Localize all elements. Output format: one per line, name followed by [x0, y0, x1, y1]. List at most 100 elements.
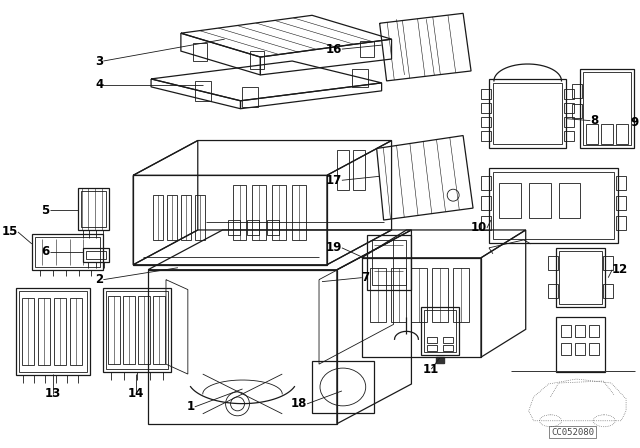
Bar: [580, 69, 634, 148]
Bar: [499, 183, 521, 218]
Bar: [248, 220, 259, 235]
Bar: [16, 288, 90, 375]
Bar: [548, 284, 557, 297]
Bar: [444, 337, 453, 343]
Bar: [616, 196, 626, 210]
Bar: [481, 103, 491, 113]
Bar: [444, 345, 453, 351]
Text: 19: 19: [326, 241, 342, 254]
Bar: [453, 268, 469, 323]
Bar: [370, 268, 385, 323]
Bar: [81, 191, 106, 227]
Bar: [372, 240, 406, 284]
Bar: [575, 325, 586, 337]
Text: 16: 16: [326, 43, 342, 56]
Bar: [583, 72, 631, 146]
Bar: [481, 177, 491, 190]
Bar: [104, 288, 171, 372]
Bar: [54, 297, 66, 365]
Text: 9: 9: [630, 116, 638, 129]
Bar: [616, 216, 626, 230]
Text: 14: 14: [128, 388, 145, 401]
Bar: [390, 268, 406, 323]
Bar: [272, 185, 286, 240]
Text: CC052080: CC052080: [551, 428, 594, 437]
Bar: [481, 116, 491, 127]
Bar: [367, 235, 412, 289]
Bar: [337, 151, 349, 190]
Bar: [421, 307, 459, 355]
Text: 5: 5: [42, 203, 50, 216]
Bar: [195, 195, 205, 240]
Bar: [616, 124, 628, 143]
Bar: [586, 124, 598, 143]
Text: 7: 7: [362, 271, 370, 284]
Bar: [353, 151, 365, 190]
Text: 10: 10: [470, 221, 487, 234]
Bar: [481, 216, 491, 230]
Bar: [352, 69, 368, 87]
Text: 3: 3: [95, 55, 104, 68]
Text: 4: 4: [95, 78, 104, 91]
Bar: [432, 268, 448, 323]
Bar: [561, 343, 572, 355]
Bar: [616, 177, 626, 190]
Text: 17: 17: [326, 174, 342, 187]
Bar: [312, 361, 374, 413]
Bar: [436, 357, 444, 363]
Bar: [232, 185, 246, 240]
Bar: [424, 310, 456, 352]
Text: 1: 1: [187, 401, 195, 414]
Bar: [564, 116, 575, 127]
Bar: [32, 234, 104, 270]
Bar: [428, 345, 437, 351]
Bar: [108, 296, 120, 364]
Bar: [252, 185, 266, 240]
Bar: [35, 237, 100, 267]
Bar: [556, 318, 605, 372]
Bar: [529, 183, 550, 218]
Text: 2: 2: [95, 273, 104, 286]
Bar: [243, 87, 259, 107]
Bar: [575, 343, 586, 355]
Bar: [19, 291, 88, 372]
Bar: [489, 79, 566, 148]
Bar: [481, 89, 491, 99]
Bar: [559, 183, 580, 218]
Bar: [38, 297, 50, 365]
Bar: [138, 296, 150, 364]
Bar: [153, 296, 165, 364]
Bar: [153, 195, 163, 240]
Text: 15: 15: [1, 225, 18, 238]
Bar: [193, 43, 207, 61]
Bar: [412, 268, 428, 323]
Bar: [564, 89, 575, 99]
Text: 18: 18: [291, 397, 307, 410]
Bar: [22, 297, 34, 365]
Bar: [70, 297, 81, 365]
Polygon shape: [436, 357, 444, 363]
Bar: [228, 220, 239, 235]
Bar: [559, 251, 602, 305]
Bar: [481, 130, 491, 141]
Bar: [86, 251, 106, 259]
Bar: [268, 220, 279, 235]
Bar: [556, 248, 605, 307]
Text: 12: 12: [612, 263, 628, 276]
Bar: [181, 195, 191, 240]
Text: 6: 6: [42, 246, 50, 258]
Bar: [124, 296, 135, 364]
Bar: [292, 185, 306, 240]
Bar: [489, 168, 618, 243]
Bar: [106, 291, 168, 369]
Bar: [493, 83, 563, 145]
Bar: [493, 172, 614, 239]
Bar: [548, 256, 557, 270]
Bar: [167, 195, 177, 240]
Bar: [195, 81, 211, 101]
Bar: [481, 196, 491, 210]
Bar: [77, 188, 109, 230]
Bar: [601, 124, 613, 143]
Text: 13: 13: [45, 388, 61, 401]
Bar: [83, 248, 109, 262]
